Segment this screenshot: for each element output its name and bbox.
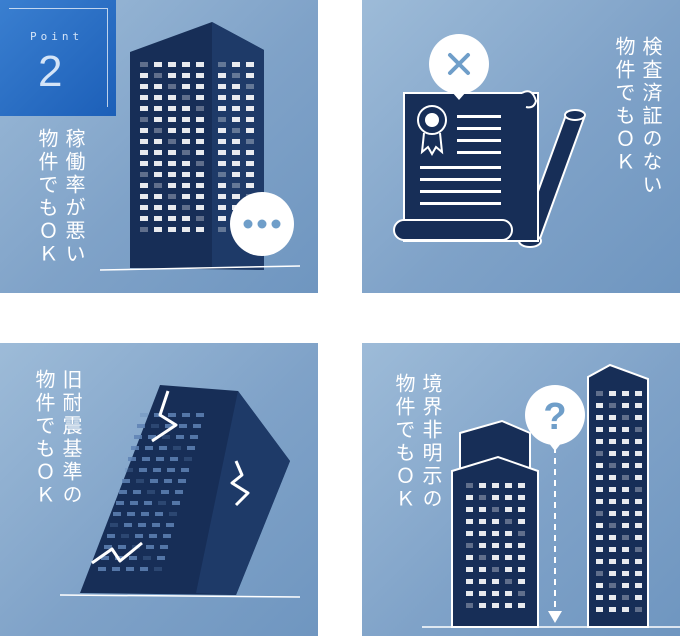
certificate-document-icon xyxy=(393,90,539,242)
caption-line-2: 物件でもＯＫ xyxy=(392,373,416,511)
tall-building-illustration xyxy=(99,22,301,271)
two-buildings-illustration: ? xyxy=(422,363,680,628)
leaning-building-illustration xyxy=(59,385,301,598)
caption-line-1: 検査済証のない xyxy=(639,36,663,197)
caption-line-1: 旧耐震基準の xyxy=(59,369,83,507)
panel-unclear-boundary: ? 境界非明示の 物件でもＯＫ xyxy=(362,343,680,636)
ellipsis-bubble-icon xyxy=(230,192,294,256)
svg-text:?: ? xyxy=(543,396,566,438)
panel-low-occupancy: Point 2 稼働率が悪い 物件でもＯＫ xyxy=(0,0,318,293)
point-badge: Point 2 xyxy=(0,0,116,116)
certificate-scroll-illustration xyxy=(393,34,586,248)
panel-old-seismic-standard: 旧耐震基準の 物件でもＯＫ xyxy=(0,343,318,636)
question-bubble-icon: ? xyxy=(525,385,585,451)
caption-line-2: 物件でもＯＫ xyxy=(35,128,59,266)
cracked-building-icon xyxy=(91,390,250,565)
panel-caption: 検査済証のない 物件でもＯＫ xyxy=(604,36,664,276)
caption-line-2: 物件でもＯＫ xyxy=(612,36,636,174)
panel-caption: 境界非明示の 物件でもＯＫ xyxy=(384,373,444,623)
cross-bubble-icon xyxy=(429,34,489,100)
panel-caption: 稼働率が悪い 物件でもＯＫ xyxy=(33,128,87,293)
caption-line-2: 物件でもＯＫ xyxy=(32,369,56,507)
point-number: 2 xyxy=(38,47,63,96)
panel-no-inspection-certificate: 検査済証のない 物件でもＯＫ xyxy=(362,0,680,293)
panel-caption: 旧耐震基準の 物件でもＯＫ xyxy=(24,369,84,609)
caption-line-1: 稼働率が悪い xyxy=(62,128,86,266)
caption-line-1: 境界非明示の xyxy=(419,373,443,511)
point-label: Point xyxy=(30,30,84,43)
